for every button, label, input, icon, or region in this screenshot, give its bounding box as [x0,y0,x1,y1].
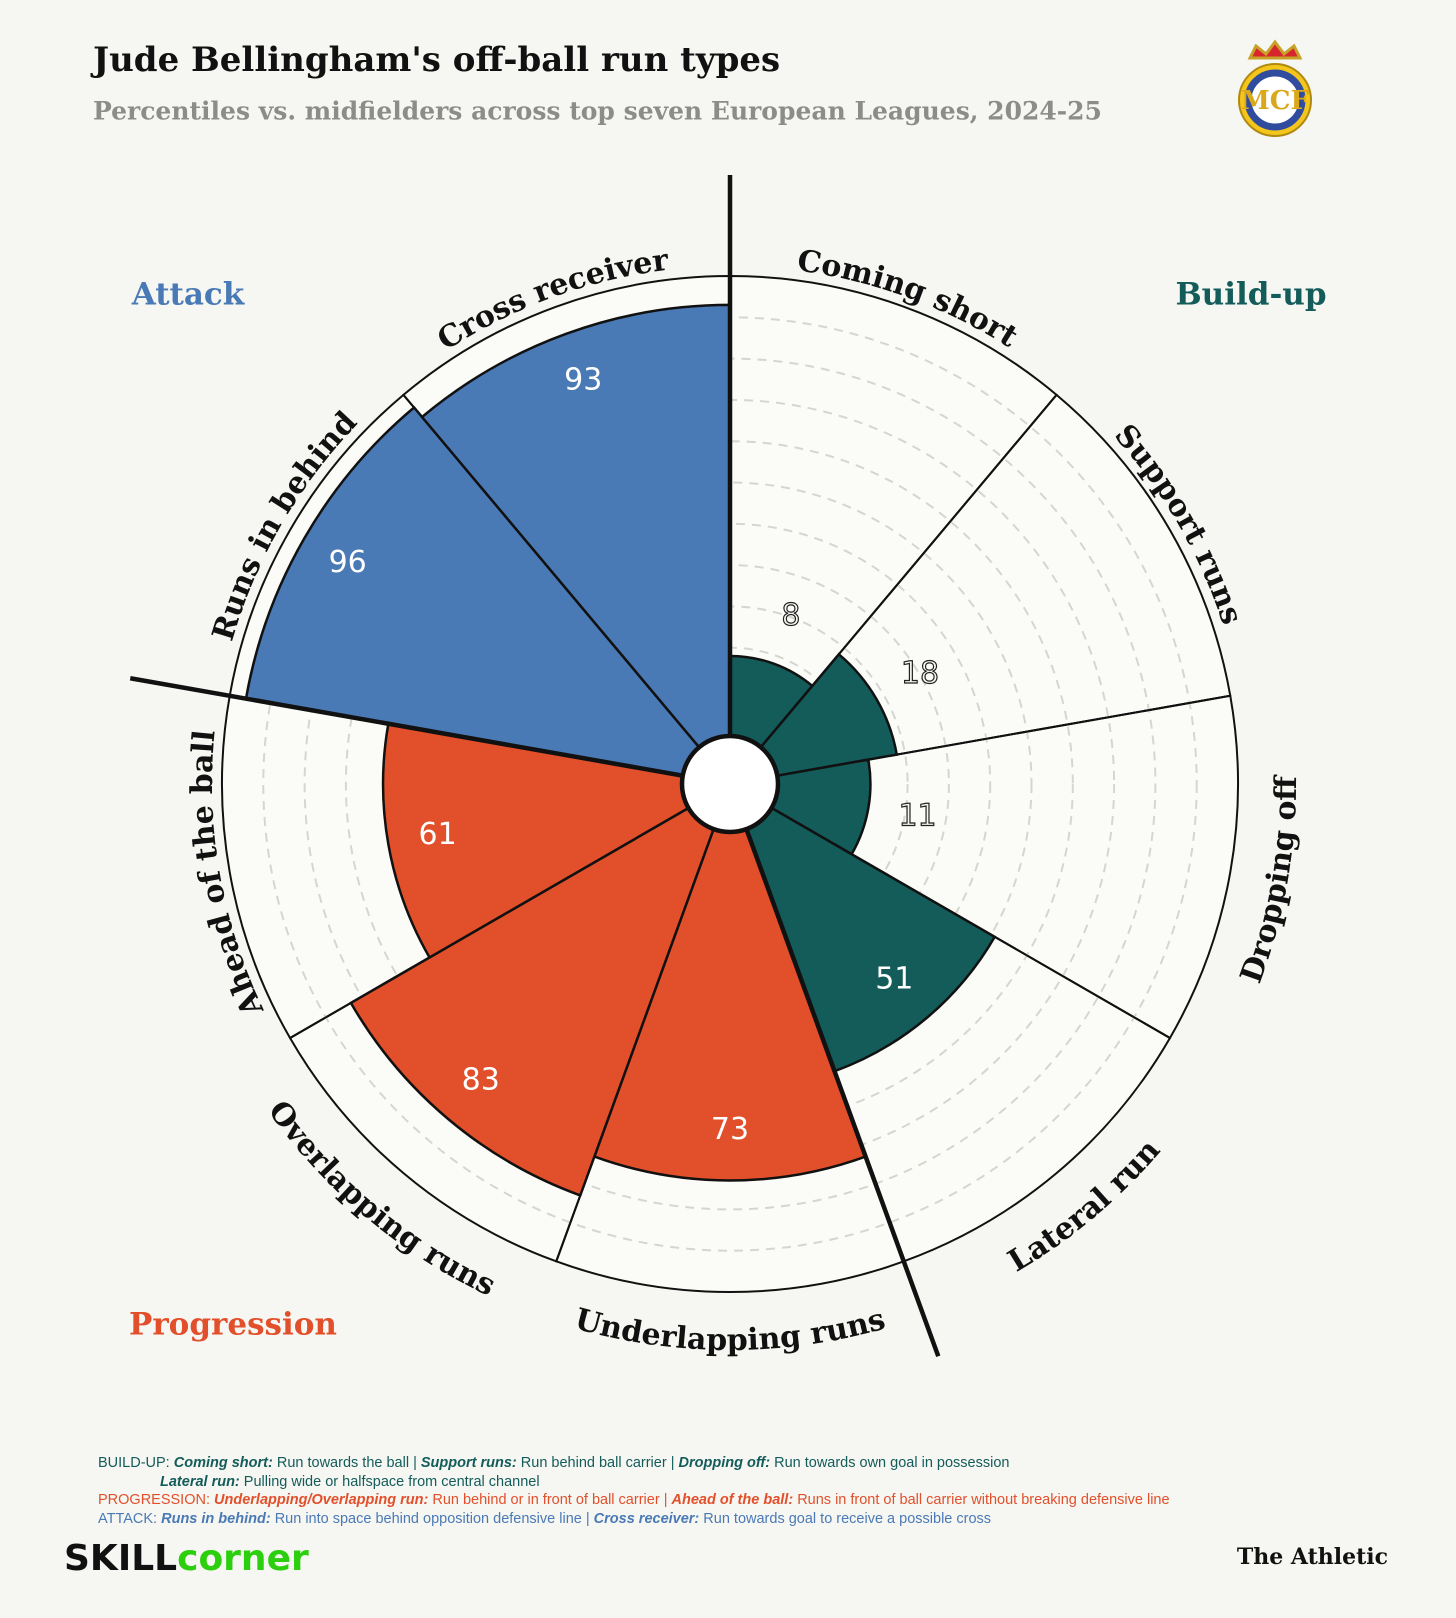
note-term: Underlapping/Overlapping run: [214,1492,429,1508]
note-desc: Runs in front of ball carrier without br… [797,1492,1170,1508]
group-divider [129,676,731,787]
chart-subtitle: Percentiles vs. midfielders across top s… [93,97,1102,126]
category-label: Dropping off [1234,774,1304,988]
bar [420,303,732,788]
category-label-text: Dropping off [1234,774,1304,988]
note-line: ATTACK: Runs in behind: Run into space b… [98,1510,1170,1529]
note-desc: Run towards own goal in possession [774,1455,1010,1471]
value-label: 61 [418,817,456,852]
note-line: BUILD-UP: Coming short: Run towards the … [98,1454,1170,1473]
skillcorner-logo: SKILLcorner [64,1538,309,1579]
note-line: PROGRESSION: Underlapping/Overlapping ru… [98,1491,1170,1510]
value-label: 73 [711,1112,749,1147]
note-line: Lateral run: Pulling wide or halfspace f… [98,1473,1170,1492]
value-label: 96 [329,545,367,580]
note-term: Coming short: [173,1455,273,1471]
logo-part: corner [177,1538,309,1579]
group-label: Build-up [1175,277,1326,313]
bar [381,722,734,960]
center-hole [679,733,781,835]
note-group: ATTACK: [98,1510,158,1527]
note-separator: | [413,1455,417,1471]
note-term: Ahead of the ball: [671,1492,794,1508]
group-label: Attack [131,277,246,313]
note-group: PROGRESSION: [98,1492,210,1508]
group-divider [727,783,941,1358]
note-desc: Pulling wide or halfspace from central c… [243,1473,540,1490]
category-label: Underlapping runs [571,1302,889,1358]
bar [244,405,734,786]
group-label: Progression [129,1307,337,1343]
value-label: 51 [875,961,913,996]
bar [592,780,868,1182]
note-separator: | [663,1492,668,1508]
value-label: 8 [781,598,800,633]
logo-part: SKILL [64,1538,177,1579]
value-label: 93 [564,362,602,397]
athletic-logo: The Athletic [1237,1544,1388,1570]
note-desc: Run behind ball carrier [520,1455,667,1471]
note-desc: Run behind or in front of ball carrier [432,1492,660,1508]
club-crest: MCF [1238,39,1312,137]
bar [726,652,899,786]
bar [727,781,997,1073]
value-label: 11 [898,799,936,834]
note-desc: Run into space behind opposition defensi… [274,1510,582,1527]
value-label: 18 [901,656,939,691]
value-label: 83 [462,1063,500,1098]
note-term: Dropping off: [678,1455,771,1471]
chart-title: Jude Bellingham's off-ball run types [90,40,780,80]
note-term: Runs in behind: [161,1510,271,1527]
note-separator: | [585,1510,590,1527]
category-label-text: Underlapping runs [571,1302,889,1358]
note-separator: | [670,1455,675,1471]
note-desc: Run towards goal to receive a possible c… [703,1510,992,1527]
notes: BUILD-UP: Coming short: Run towards the … [98,1454,1170,1528]
note-desc: Run towards the ball [276,1455,410,1471]
svg-text:MCF: MCF [1241,86,1309,116]
note-term: Lateral run: [160,1473,240,1490]
note-term: Support runs: [420,1455,517,1471]
note-term: Cross receiver: [593,1510,700,1527]
bar [349,781,733,1197]
note-group: BUILD-UP: [98,1455,170,1471]
